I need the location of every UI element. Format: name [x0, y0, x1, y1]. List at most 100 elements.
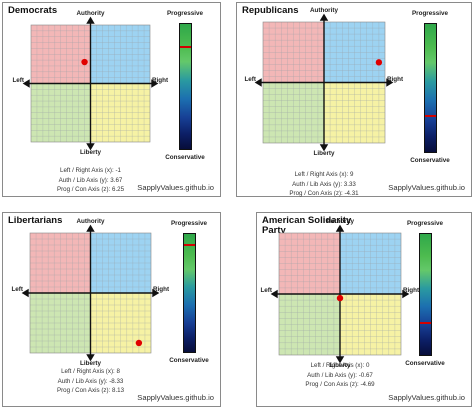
arrow-right-icon — [386, 78, 394, 87]
progressive-label: Progressive — [170, 220, 208, 227]
site-label: SapplyValues.github.io — [388, 393, 465, 402]
liberty-label: Liberty — [329, 362, 351, 369]
conservative-label: Conservative — [410, 157, 450, 164]
arrow-down-icon — [86, 354, 95, 362]
panel-1: Democrats Authority Liberty Left Right Progre… — [2, 2, 221, 197]
arrow-down-icon — [86, 143, 95, 151]
score-label: Prog / Con Axis (z): — [289, 190, 343, 197]
authority-label: Authority — [326, 218, 354, 225]
score-value: -0.67 — [358, 371, 373, 379]
prog-con-bar — [183, 233, 196, 353]
arrow-down-icon — [335, 356, 345, 364]
y-score-line: Auth / Lib Axis (y): -0.67 — [285, 371, 395, 381]
y-score-line: Auth / Lib Axis (y): 3.67 — [36, 176, 146, 186]
prog-con-bar — [419, 233, 432, 356]
score-value: -4.69 — [360, 381, 375, 388]
score-value: -4.31 — [344, 190, 359, 197]
left-label: Left — [244, 75, 256, 83]
score-label: Left / Right Axis (x): — [310, 362, 365, 369]
score-label: Left / Right Axis (x): — [61, 368, 115, 375]
conservative-label: Conservative — [169, 357, 209, 364]
score-value: 0 — [365, 362, 370, 369]
score-value: 8.13 — [112, 387, 125, 394]
x-score-line: Left / Right Axis (x): 9 — [269, 170, 379, 180]
right-label: Right — [152, 76, 169, 84]
arrow-left-icon — [270, 289, 278, 299]
arrow-left-icon — [254, 78, 262, 87]
left-label: Left — [11, 286, 23, 293]
panel-4: American Solidarity Party Authority Libert… — [256, 212, 472, 407]
arrow-left-icon — [22, 79, 30, 88]
position-dot — [375, 59, 383, 66]
site-label: SapplyValues.github.io — [137, 393, 214, 402]
position-dot — [135, 339, 143, 347]
score-label: Left / Right Axis (x): — [60, 167, 114, 174]
position-dot — [336, 294, 344, 302]
arrow-right-icon — [402, 289, 410, 299]
x-score-line: Left / Right Axis (x): 0 — [285, 361, 395, 371]
z-score-line: Prog / Con Axis (z): -4.69 — [285, 380, 395, 390]
score-label: Prog / Con Axis (z): — [305, 381, 359, 388]
arrow-right-icon — [152, 288, 160, 298]
liberty-label: Liberty — [80, 360, 101, 367]
score-label: Auth / Lib Axis (y): — [57, 377, 108, 385]
political-compass — [22, 16, 159, 151]
score-readout: Left / Right Axis (x): 9 Auth / Lib Axis … — [269, 170, 379, 199]
panel-2: Republicans Authority Liberty Left Right Prog… — [236, 2, 472, 197]
score-value: 8 — [116, 368, 120, 375]
compass-axes — [21, 224, 160, 362]
political-compass — [21, 224, 160, 362]
score-label: Prog / Con Axis (z): — [56, 387, 111, 394]
panel-3: Libertarians Authority Liberty Left Right Pro… — [2, 212, 221, 407]
compass-grid — [279, 233, 401, 355]
compass-axes — [270, 224, 410, 364]
score-label: Auth / Lib Axis (y): — [307, 371, 358, 379]
progressive-label: Progressive — [411, 10, 449, 17]
z-score-line: Prog / Con Axis (z): 8.13 — [36, 386, 146, 396]
conservative-label: Conservative — [165, 154, 205, 161]
score-label: Prog / Con Axis (z): — [56, 186, 111, 193]
prog-con-marker — [180, 46, 191, 49]
arrow-up-icon — [335, 224, 345, 232]
score-readout: Left / Right Axis (x): -1 Auth / Lib Axis… — [36, 166, 146, 195]
prog-con-bar — [424, 23, 437, 153]
prog-con-marker — [420, 321, 431, 324]
arrow-up-icon — [319, 13, 329, 21]
score-readout: Left / Right Axis (x): 0 Auth / Lib Axis … — [285, 361, 395, 390]
left-label: Left — [12, 76, 24, 84]
prog-con-marker — [184, 244, 195, 247]
score-label: Left / Right Axis (x): — [294, 171, 349, 178]
liberty-label: Liberty — [313, 150, 335, 157]
panel-title: American Solidarity Party — [262, 215, 352, 236]
score-value: 6.25 — [112, 186, 125, 193]
arrow-down-icon — [319, 144, 329, 152]
site-label: SapplyValues.github.io — [137, 183, 214, 192]
arrow-left-icon — [21, 288, 29, 298]
right-label: Right — [403, 287, 420, 294]
position-dot — [81, 58, 88, 66]
site-label: SapplyValues.github.io — [388, 183, 465, 192]
political-compass — [270, 224, 410, 364]
score-value: -8.33 — [109, 377, 124, 385]
score-value: 3.67 — [110, 176, 123, 184]
score-value: 9 — [349, 171, 354, 178]
right-label: Right — [387, 75, 404, 83]
score-label: Auth / Lib Axis (y): — [58, 176, 109, 184]
compass-axes — [254, 13, 394, 152]
score-value: -1 — [115, 167, 121, 174]
x-score-line: Left / Right Axis (x): 8 — [36, 367, 146, 377]
y-score-line: Auth / Lib Axis (y): -8.33 — [36, 377, 146, 387]
compass-grid — [31, 25, 150, 142]
arrow-right-icon — [151, 79, 159, 88]
prog-con-marker — [425, 114, 436, 117]
political-compass — [254, 13, 394, 152]
panel-title: Libertarians — [8, 215, 63, 226]
panel-title: Republicans — [242, 5, 299, 16]
score-value: 3.33 — [343, 180, 356, 188]
authority-label: Authority — [76, 10, 105, 17]
authority-label: Authority — [76, 218, 105, 225]
z-score-line: Prog / Con Axis (z): 6.25 — [36, 185, 146, 195]
x-score-line: Left / Right Axis (x): -1 — [36, 166, 146, 176]
prog-con-bar — [179, 23, 192, 150]
arrow-up-icon — [86, 224, 95, 232]
